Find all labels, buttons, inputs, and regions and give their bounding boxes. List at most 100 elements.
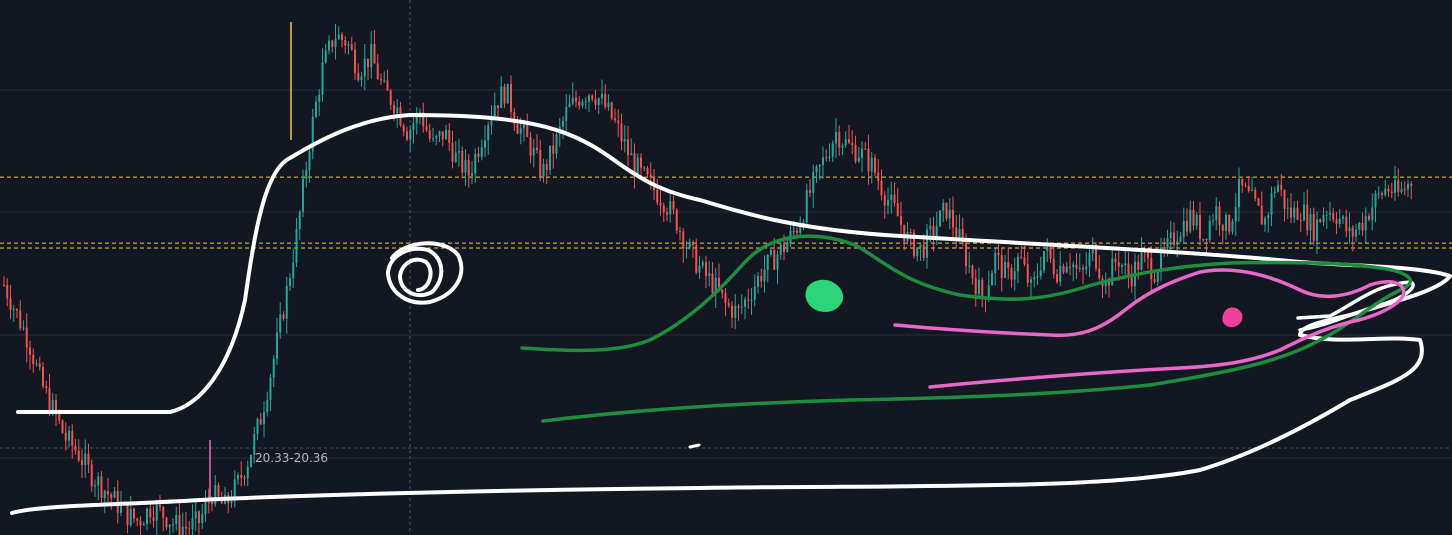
candle-body (1117, 262, 1120, 267)
candle-body (1387, 188, 1390, 192)
hand-drawings (10, 113, 1452, 515)
white-scribble-circle (386, 241, 464, 305)
candle-body (1127, 263, 1130, 277)
candle-body (142, 524, 145, 526)
candle-body (168, 524, 171, 528)
candle-body (1065, 266, 1068, 273)
candle-body (152, 517, 155, 521)
candle-body (815, 166, 818, 173)
candle-body (1017, 256, 1019, 272)
candle-body (1381, 193, 1383, 196)
candle-body (9, 298, 12, 310)
candle-body (347, 44, 350, 46)
candle-body (510, 83, 512, 112)
candle-body (1319, 219, 1322, 223)
candle-body (1130, 276, 1133, 287)
candle-body (835, 131, 837, 144)
candle-body (1368, 215, 1370, 220)
candle-body (695, 244, 698, 273)
candle-body (250, 454, 252, 467)
candle-body (877, 172, 880, 181)
candle-body (357, 72, 360, 81)
candle-body (1394, 180, 1396, 194)
candle-body (165, 517, 168, 528)
candle-body (428, 130, 431, 139)
candle-body (71, 430, 74, 446)
candle-body (857, 157, 860, 162)
candle-body (214, 485, 217, 505)
candle-body (1039, 270, 1042, 277)
candle-body (880, 180, 883, 196)
candle-body (636, 157, 639, 174)
candle-body (487, 125, 490, 141)
candle-body (1013, 271, 1016, 280)
candle-body (513, 111, 516, 124)
candle-body (373, 43, 376, 64)
candle-body (757, 275, 759, 287)
candle-body (1046, 247, 1049, 252)
candle-body (103, 491, 106, 498)
candle-body (376, 63, 379, 80)
candle-body (893, 194, 896, 204)
candle-body (1026, 264, 1029, 283)
candle-body (734, 305, 737, 318)
candle-body (1163, 247, 1166, 249)
candle-body (480, 147, 483, 157)
candle-body (942, 202, 945, 211)
candle-body (932, 225, 935, 237)
candle-body (981, 279, 984, 299)
candle-body (354, 49, 356, 73)
candle-body (1257, 198, 1260, 206)
candle-body (188, 528, 191, 530)
candle-body (662, 205, 665, 213)
candle-body (1182, 220, 1185, 237)
candle-body (178, 514, 181, 535)
candle-body (883, 195, 886, 206)
candle-body (172, 524, 174, 526)
candle-body (1283, 189, 1286, 209)
candle-body (851, 142, 854, 145)
candle-body (1075, 264, 1078, 269)
candle-body (61, 420, 64, 433)
candle-body (649, 174, 652, 178)
candle-body (344, 39, 347, 46)
candle-body (120, 504, 122, 513)
candle-body (506, 83, 509, 104)
candle-body (578, 101, 581, 106)
candle-body (1033, 277, 1036, 280)
candle-body (562, 120, 564, 127)
candle-body (1205, 238, 1208, 241)
candle-body (402, 125, 405, 132)
candle-body (1351, 227, 1354, 237)
candle-body (1169, 232, 1172, 239)
candle-body (1270, 193, 1273, 215)
candle-body (51, 400, 54, 413)
candles (3, 24, 1413, 535)
candle-body (386, 80, 389, 91)
candle-body (100, 476, 103, 498)
price-levels (0, 176, 1452, 249)
candle-body (1371, 207, 1374, 220)
candle-body (237, 474, 239, 480)
candle-body (1335, 219, 1338, 224)
candle-body (740, 306, 743, 308)
candle-body (406, 131, 408, 140)
candle-body (360, 76, 363, 81)
candle-body (107, 491, 109, 495)
candle-body (490, 116, 493, 126)
candle-body (1088, 253, 1091, 267)
candle-body (315, 101, 317, 118)
candle-body (682, 231, 685, 249)
candle-body (1306, 204, 1309, 231)
candle-body (994, 252, 997, 273)
candle-body (1403, 189, 1406, 191)
candle-body (685, 247, 688, 249)
candle-body (1273, 191, 1276, 194)
candle-body (1020, 256, 1023, 258)
candle-body (760, 275, 763, 282)
candle-body (783, 244, 785, 252)
candle-body (594, 99, 597, 105)
candle-body (750, 299, 753, 301)
